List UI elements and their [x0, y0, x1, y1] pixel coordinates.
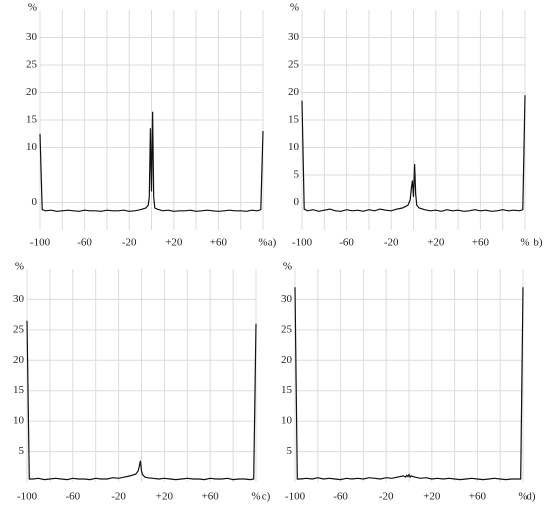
x-tick-label: -60: [333, 491, 348, 503]
y-tick-label: 25: [13, 323, 25, 335]
panel-label: b): [533, 237, 543, 249]
y-tick-label: 25: [26, 59, 38, 71]
y-tick-label: 25: [288, 59, 300, 71]
x-tick-label: +60: [469, 491, 487, 503]
y-tick-label: 10: [288, 141, 300, 153]
y-tick-label: 0: [32, 196, 38, 208]
x-tick-label: -60: [77, 237, 92, 249]
y-tick-label: 15: [26, 114, 38, 126]
y-tick-label: 20: [26, 86, 38, 98]
y-tick-label: 10: [26, 141, 38, 153]
panel-label: a): [268, 237, 277, 249]
x-tick-label: +60: [472, 237, 490, 249]
y-tick-label: 20: [281, 354, 293, 366]
y-tick-label: 30: [13, 293, 25, 305]
x-tick-label: +20: [156, 491, 174, 503]
y-axis-label: %: [290, 2, 299, 14]
x-tick-label: -20: [384, 237, 399, 249]
y-axis-label: %: [28, 2, 37, 14]
panel-label: c): [262, 491, 271, 503]
y-axis-label: %: [15, 261, 24, 273]
y-tick-label: 25: [281, 323, 293, 335]
y-tick-label: 15: [288, 114, 300, 126]
x-tick-label: -60: [65, 491, 80, 503]
y-tick-label: 30: [281, 293, 293, 305]
y-tick-label: 10: [13, 415, 25, 427]
x-tick-label: +20: [165, 237, 183, 249]
y-tick-label: 30: [26, 31, 38, 43]
x-axis-label: %: [258, 237, 267, 249]
panel-label: d): [526, 491, 536, 503]
data-line: [39, 111, 264, 212]
x-axis-label: %: [518, 491, 527, 503]
y-tick-label: 0: [294, 196, 300, 208]
x-tick-label: -60: [339, 237, 354, 249]
y-tick-label: 15: [281, 384, 293, 396]
x-tick-label: -100: [30, 237, 51, 249]
data-line: [301, 95, 526, 212]
x-tick-label: +60: [202, 491, 220, 503]
x-tick-label: -20: [379, 491, 394, 503]
x-tick-label: -20: [122, 237, 137, 249]
y-tick-label: 5: [287, 445, 293, 457]
x-tick-label: +20: [427, 237, 445, 249]
x-tick-label: -100: [285, 491, 306, 503]
y-tick-label: 10: [281, 415, 293, 427]
x-tick-label: -100: [292, 237, 313, 249]
x-axis-label: %: [251, 491, 260, 503]
x-tick-label: +20: [423, 491, 441, 503]
x-tick-label: -20: [111, 491, 126, 503]
data-line: [26, 320, 257, 481]
y-axis-label: %: [283, 261, 292, 273]
x-axis-label: %: [520, 237, 529, 249]
y-tick-label: 30: [288, 31, 300, 43]
y-tick-label: 20: [288, 86, 300, 98]
y-tick-label: 5: [294, 169, 300, 181]
y-tick-label: 20: [13, 354, 25, 366]
y-tick-label: 5: [19, 445, 25, 457]
y-tick-label: 15: [13, 384, 25, 396]
data-line: [294, 287, 524, 481]
x-tick-label: +60: [210, 237, 228, 249]
x-tick-label: -100: [17, 491, 38, 503]
